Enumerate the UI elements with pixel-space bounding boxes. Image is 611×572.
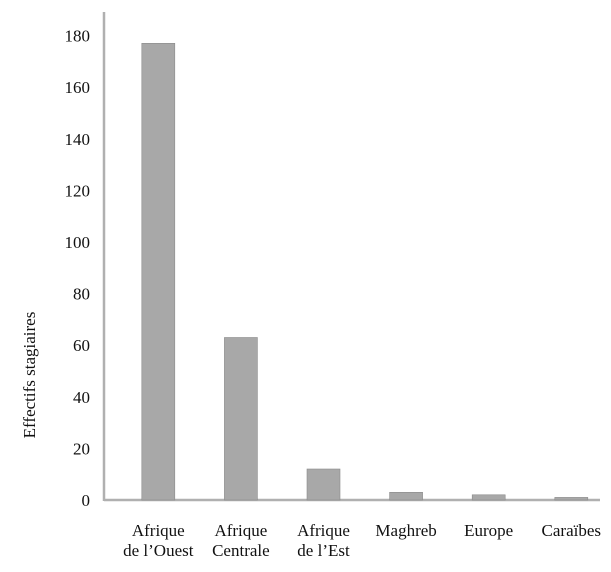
y-tick-label: 100 bbox=[65, 233, 91, 252]
x-category-label: Caraïbes bbox=[542, 521, 601, 540]
y-axis-label: Effectifs stagiaires bbox=[20, 312, 39, 439]
bar bbox=[554, 497, 589, 501]
axes bbox=[102, 12, 600, 502]
bar bbox=[141, 42, 176, 501]
y-tick-label: 60 bbox=[73, 336, 90, 355]
x-category-label: Maghreb bbox=[375, 521, 436, 540]
x-category-label: Afrique Centrale bbox=[212, 521, 270, 560]
y-tick-label: 120 bbox=[65, 181, 91, 200]
bars bbox=[141, 42, 589, 501]
y-tick-label: 180 bbox=[65, 27, 91, 46]
x-category-label: Europe bbox=[464, 521, 513, 540]
y-tick-label: 80 bbox=[73, 285, 90, 304]
y-tick-label: 140 bbox=[65, 130, 91, 149]
x-category-label: Afrique de l’Ouest bbox=[123, 521, 194, 560]
y-tick-label: 160 bbox=[65, 78, 91, 97]
x-category-labels: Afrique de l’Ouest Afrique Centrale Afrique d… bbox=[123, 521, 601, 560]
bar bbox=[306, 468, 341, 501]
bar bbox=[471, 494, 506, 501]
y-tick-label: 40 bbox=[73, 388, 90, 407]
y-tick-label: 20 bbox=[73, 439, 90, 458]
x-category-label: Afrique de l’Est bbox=[297, 521, 350, 560]
y-tick-labels: 0 20 40 60 80 100 120 140 160 180 bbox=[65, 27, 91, 510]
bar bbox=[224, 337, 258, 501]
bar bbox=[389, 491, 423, 501]
y-tick-label: 0 bbox=[82, 491, 91, 510]
